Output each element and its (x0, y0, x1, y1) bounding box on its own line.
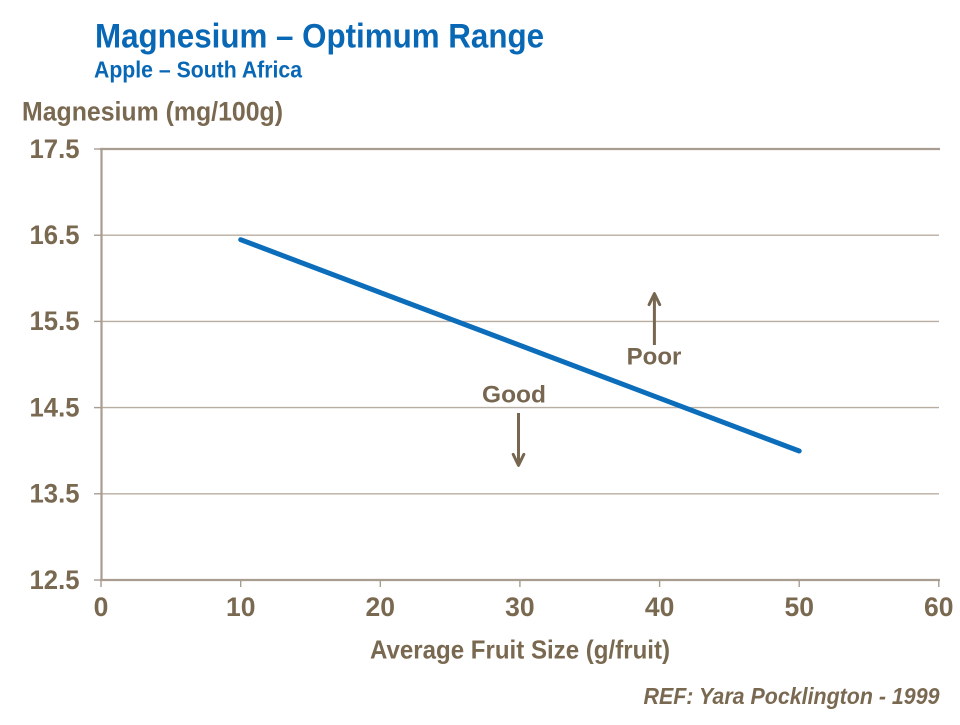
svg-text:60: 60 (924, 592, 953, 622)
svg-text:Good: Good (482, 382, 546, 409)
svg-text:30: 30 (505, 592, 534, 622)
svg-text:10: 10 (226, 592, 255, 622)
svg-text:50: 50 (784, 592, 813, 622)
svg-text:0: 0 (94, 592, 109, 622)
svg-text:20: 20 (366, 592, 395, 622)
svg-text:17.5: 17.5 (30, 134, 80, 164)
svg-text:Poor: Poor (627, 344, 682, 371)
svg-text:Average Fruit Size (g/fruit): Average Fruit Size (g/fruit) (370, 635, 670, 665)
svg-text:15.5: 15.5 (30, 306, 80, 336)
svg-text:REF: Yara Pocklington - 1999: REF: Yara Pocklington - 1999 (644, 683, 940, 709)
svg-text:14.5: 14.5 (30, 392, 80, 422)
svg-text:Apple – South Africa: Apple – South Africa (94, 57, 302, 83)
svg-text:13.5: 13.5 (30, 479, 80, 509)
svg-text:16.5: 16.5 (30, 220, 80, 250)
svg-text:40: 40 (645, 592, 674, 622)
svg-text:Magnesium – Optimum Range: Magnesium – Optimum Range (95, 18, 544, 56)
svg-text:12.5: 12.5 (30, 565, 80, 595)
svg-text:Magnesium (mg/100g): Magnesium (mg/100g) (22, 97, 283, 127)
